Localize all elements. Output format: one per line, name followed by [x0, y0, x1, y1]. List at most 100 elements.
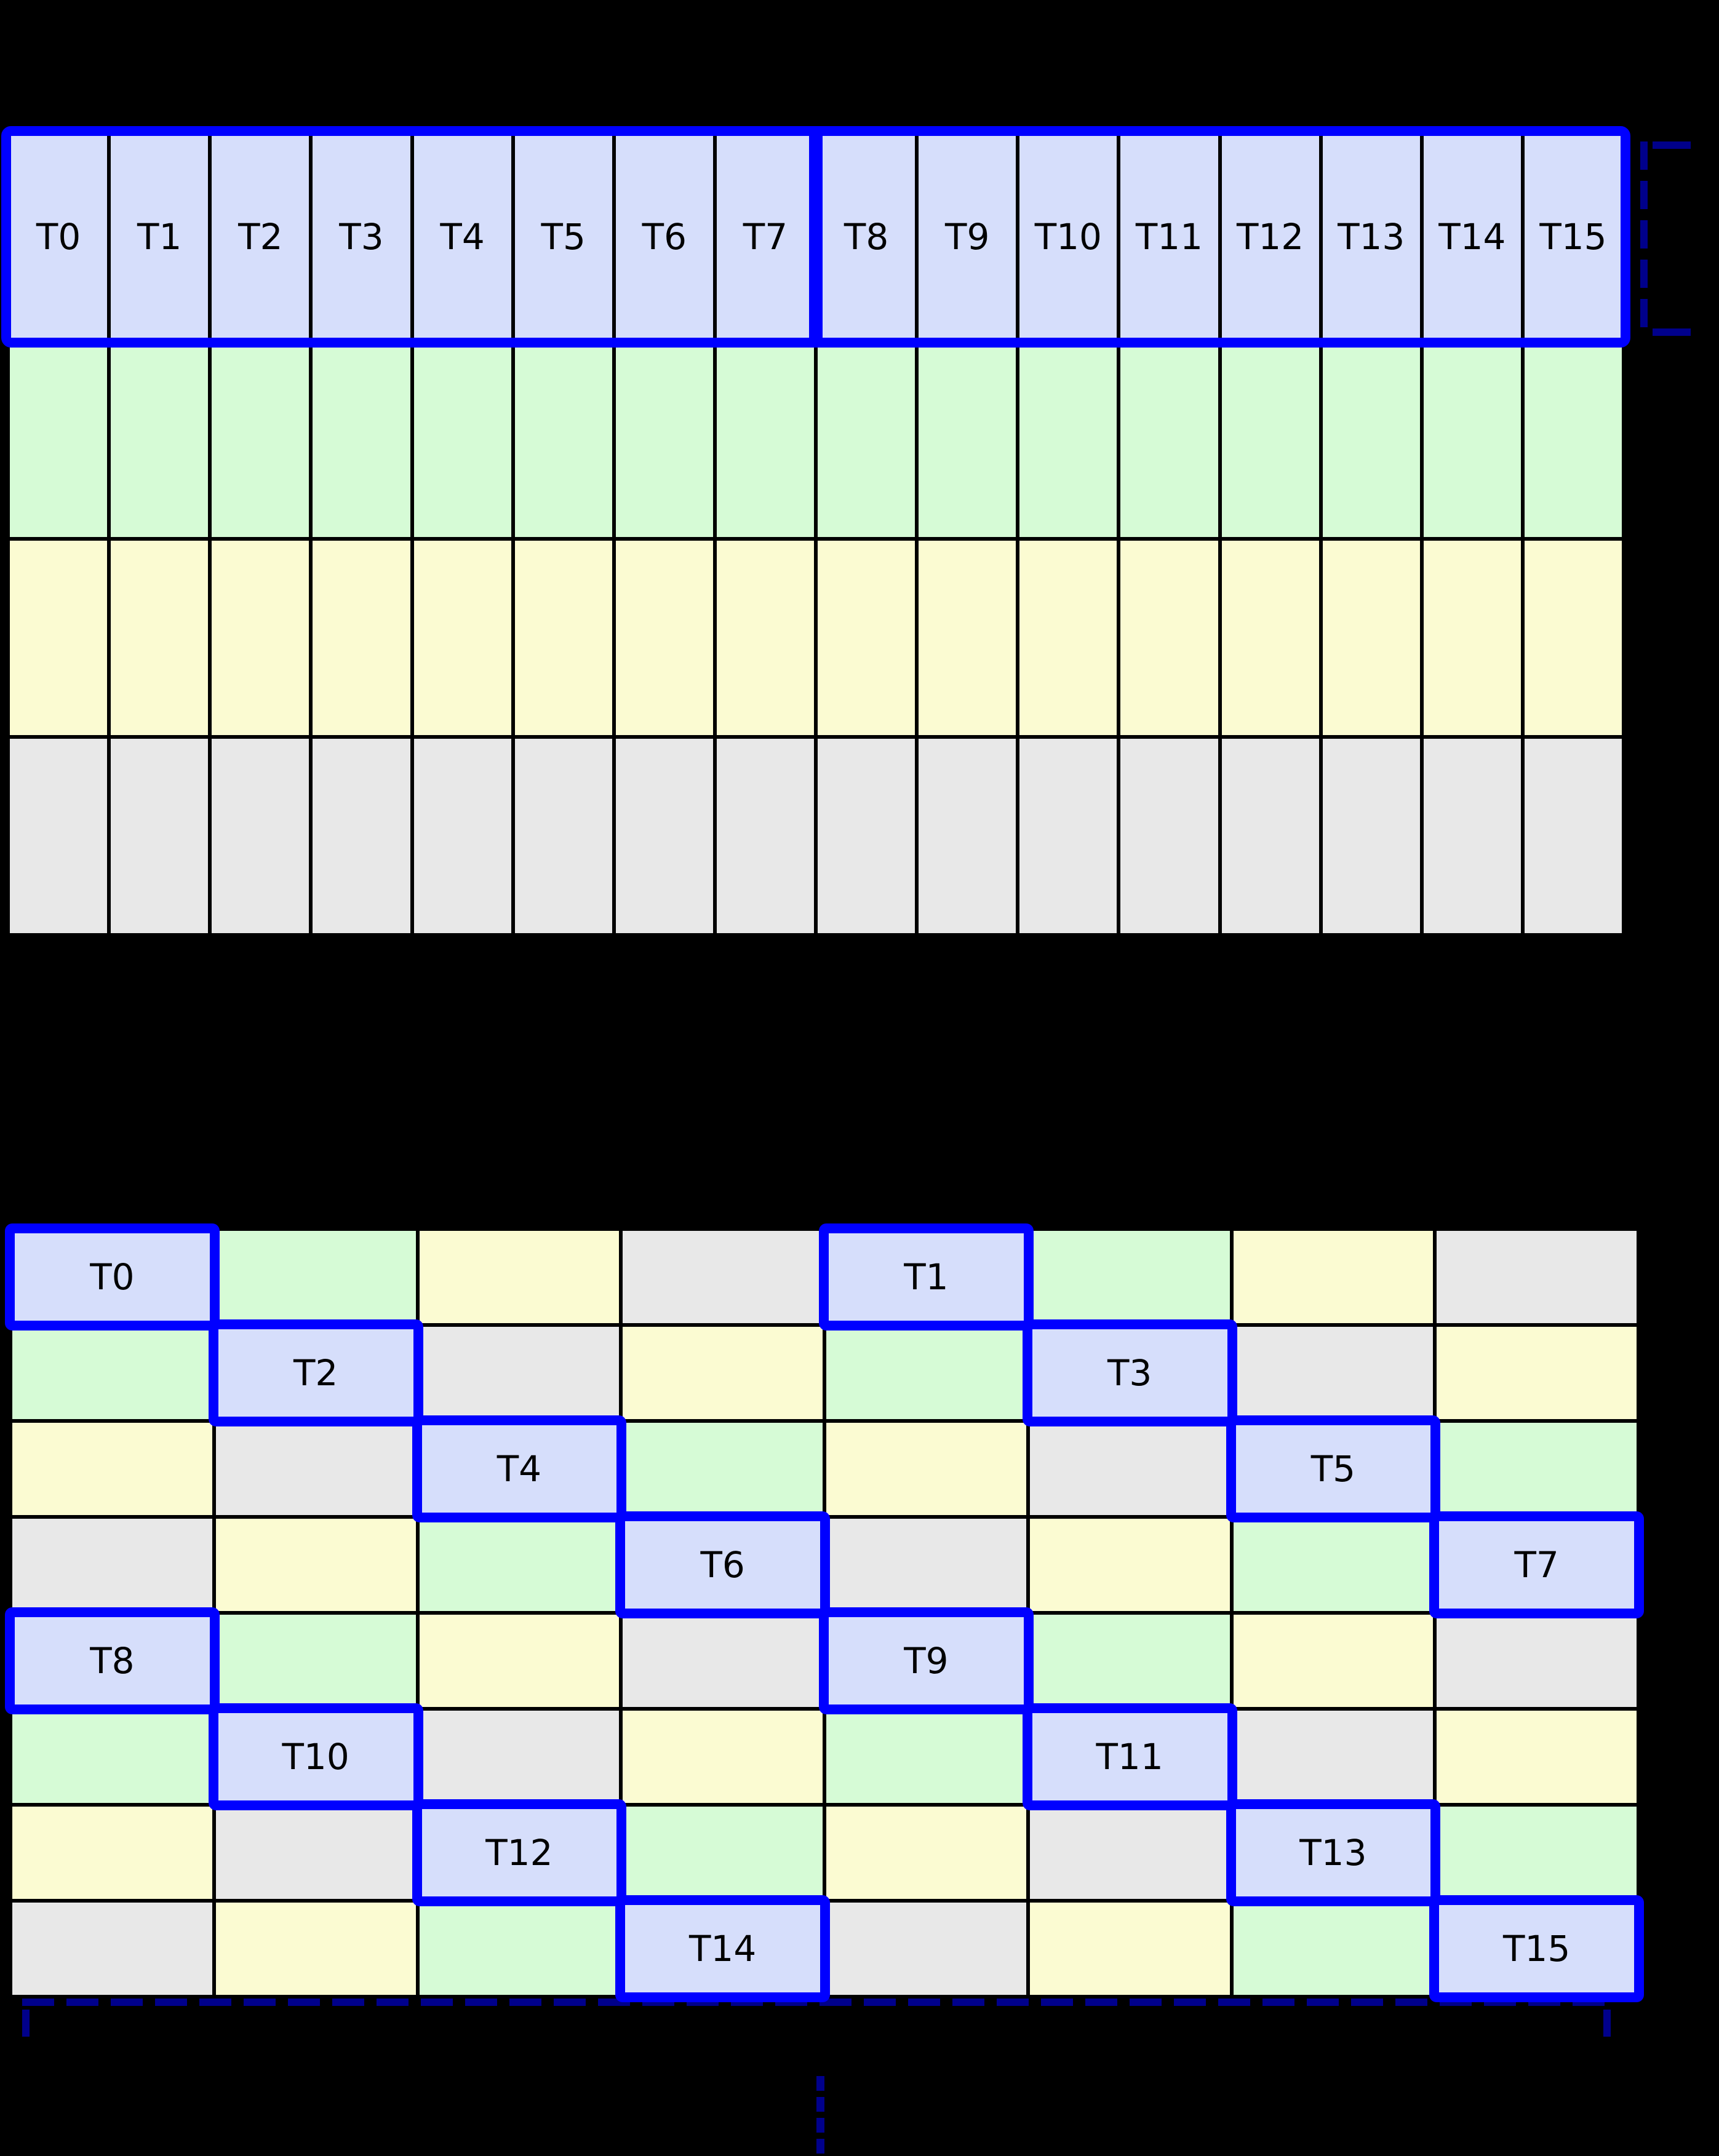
swizzle-gray-cell [419, 1711, 620, 1803]
swizzle-thread-cell-T1: T1 [819, 1223, 1034, 1331]
top-green-cell [818, 343, 915, 537]
top-yellow-cell [615, 541, 713, 735]
thread-label: T14 [689, 1928, 757, 1970]
ellipsis-dash [816, 2076, 824, 2091]
top-gray-cell [1120, 739, 1218, 933]
swizzle-gray-cell [1437, 1615, 1637, 1707]
top-thread-cell-T0: T0 [10, 135, 108, 339]
swizzle-yellow-cell [1029, 1903, 1230, 1995]
top-yellow-cell [413, 541, 511, 735]
swizzle-yellow-cell [12, 1423, 212, 1515]
thread-label: T9 [904, 1640, 949, 1682]
swizzle-gray-cell [12, 1519, 212, 1611]
ellipsis-dash [816, 2118, 824, 2133]
swizzle-thread-cell-T6: T6 [615, 1511, 830, 1618]
top-gray-cell [413, 739, 511, 933]
swizzle-yellow-cell [1437, 1327, 1637, 1419]
swizzle-yellow-cell [1233, 1615, 1434, 1707]
top-thread-cell-T12: T12 [1221, 135, 1319, 339]
thread-label: T5 [1310, 1448, 1356, 1490]
swizzle-yellow-cell [1437, 1711, 1637, 1803]
swizzle-thread-cell-T3: T3 [1022, 1319, 1237, 1426]
swizzle-yellow-cell [215, 1519, 416, 1611]
swizzle-gray-cell [215, 1807, 416, 1899]
thread-label: T12 [485, 1832, 553, 1874]
swizzle-green-cell [12, 1327, 212, 1419]
top-thread-cell-T1: T1 [111, 135, 209, 339]
top-gray-cell [514, 739, 612, 933]
top-yellow-cell [212, 541, 309, 735]
top-yellow-cell [10, 541, 108, 735]
swizzle-green-cell [419, 1903, 620, 1995]
ellipsis-dash [816, 2097, 824, 2112]
top-green-cell [111, 343, 209, 537]
top-thread-cell-T11: T11 [1120, 135, 1218, 339]
swizzle-thread-cell-T9: T9 [819, 1607, 1034, 1714]
grid-width-span-bracket [22, 1999, 1611, 2037]
top-gray-cell [1019, 739, 1117, 933]
top-thread-cell-T6: T6 [615, 135, 713, 339]
swizzle-thread-cell-T7: T7 [1429, 1511, 1644, 1618]
swizzle-thread-cell-T2: T2 [208, 1319, 423, 1426]
thread-label: T8 [90, 1640, 135, 1682]
thread-label: T4 [497, 1448, 542, 1490]
thread-row-span-bracket [1640, 141, 1692, 336]
swizzle-gray-cell [623, 1615, 823, 1707]
swizzle-yellow-cell [623, 1327, 823, 1419]
top-gray-cell [10, 739, 108, 933]
top-thread-cell-T2: T2 [212, 135, 309, 339]
bracket-dashed-hline [22, 1999, 1611, 2006]
top-gray-cell [1524, 739, 1622, 933]
bracket-left-stub [22, 2010, 30, 2037]
swizzle-thread-cell-T15: T15 [1429, 1895, 1644, 2002]
top-gray-cell [818, 739, 915, 933]
swizzle-yellow-cell [623, 1711, 823, 1803]
swizzle-yellow-cell [12, 1807, 212, 1899]
thread-label: T0 [90, 1256, 135, 1298]
top-yellow-cell [919, 541, 1016, 735]
thread-label: T15 [1503, 1928, 1571, 1970]
swizzle-gray-cell [1029, 1423, 1230, 1515]
swizzle-green-cell [826, 1711, 1026, 1803]
swizzle-gray-cell [826, 1903, 1026, 1995]
top-gray-cell [212, 739, 309, 933]
top-yellow-cell [1120, 541, 1218, 735]
thread-label: T3 [1107, 1352, 1152, 1394]
swizzle-green-cell [1029, 1615, 1230, 1707]
ellipsis-dash [816, 2139, 824, 2154]
swizzle-thread-cell-T0: T0 [5, 1223, 220, 1331]
top-gray-cell [615, 739, 713, 933]
top-green-cell [716, 343, 814, 537]
top-green-cell [919, 343, 1016, 537]
top-green-cell [615, 343, 713, 537]
swizzle-yellow-cell [419, 1615, 620, 1707]
top-gray-cell [919, 739, 1016, 933]
swizzle-gray-cell [623, 1231, 823, 1323]
top-yellow-cell [818, 541, 915, 735]
swizzle-gray-cell [1029, 1807, 1230, 1899]
top-thread-cell-T4: T4 [413, 135, 511, 339]
thread-label: T1 [904, 1256, 949, 1298]
swizzle-yellow-cell [1233, 1231, 1434, 1323]
swizzle-thread-cell-T4: T4 [412, 1415, 627, 1522]
swizzle-green-cell [1233, 1903, 1434, 1995]
swizzle-green-cell [12, 1711, 212, 1803]
thread-label: T10 [282, 1736, 349, 1778]
top-gray-cell [1322, 739, 1420, 933]
top-green-cell [1221, 343, 1319, 537]
swizzle-gray-cell [1437, 1231, 1637, 1323]
swizzle-gray-cell [1233, 1711, 1434, 1803]
swizzle-green-cell [1437, 1423, 1637, 1515]
swizzle-gray-cell [1233, 1327, 1434, 1419]
swizzle-green-cell [1029, 1231, 1230, 1323]
bracket-top-arm [1653, 141, 1691, 149]
swizzle-yellow-cell [215, 1903, 416, 1995]
swizzle-yellow-cell [419, 1231, 620, 1323]
top-yellow-cell [111, 541, 209, 735]
swizzle-yellow-cell [826, 1423, 1026, 1515]
top-thread-cell-T8: T8 [818, 135, 915, 339]
bracket-right-stub [1603, 2010, 1611, 2037]
top-gray-cell [313, 739, 410, 933]
top-yellow-cell [1221, 541, 1319, 735]
